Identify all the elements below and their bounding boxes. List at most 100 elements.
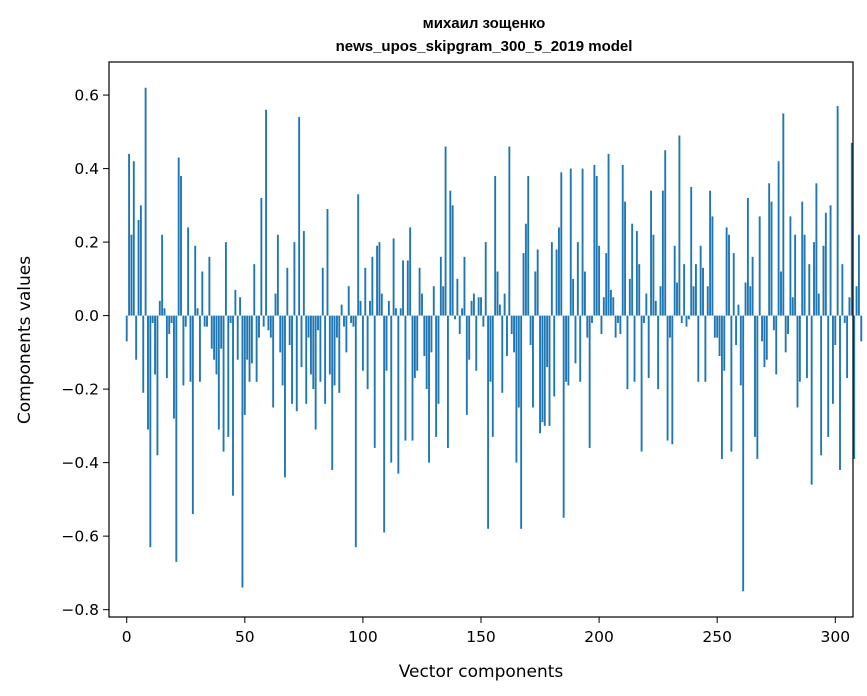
- bar-216: [635, 231, 638, 316]
- bar-273: [770, 201, 773, 316]
- y-tick-label-2: −0.4: [61, 454, 99, 472]
- bar-23: [180, 175, 182, 316]
- bar-265: [751, 256, 754, 316]
- bar-150: [480, 297, 482, 316]
- bar-80: [314, 315, 317, 430]
- bar-148: [475, 315, 478, 371]
- bar-0: [125, 315, 128, 342]
- bar-75: [302, 231, 305, 316]
- bar-172: [532, 315, 534, 408]
- bar-284: [796, 315, 799, 408]
- bar-61: [269, 315, 272, 338]
- bar-245: [704, 315, 707, 382]
- bar-269: [761, 315, 764, 342]
- bar-60: [267, 315, 270, 331]
- bar-181: [553, 315, 556, 397]
- bar-8: [144, 87, 147, 316]
- bar-147: [472, 293, 475, 316]
- bar-115: [397, 315, 400, 474]
- bar-251: [718, 315, 721, 357]
- x-tick-label-0: 0: [122, 628, 132, 646]
- bar-49: [241, 315, 244, 588]
- bar-263: [746, 197, 749, 316]
- y-tick-label-7: 0.6: [74, 87, 99, 105]
- bar-71: [293, 242, 296, 316]
- y-tick-label-1: −0.6: [61, 528, 99, 546]
- bar-35: [208, 256, 211, 316]
- bar-228: [664, 150, 667, 316]
- bar-302: [839, 315, 841, 470]
- bar-297: [827, 315, 830, 437]
- bar-274: [772, 315, 775, 331]
- bar-232: [673, 245, 676, 316]
- bar-237: [685, 315, 688, 327]
- bar-166: [517, 315, 520, 408]
- bar-2: [130, 234, 133, 316]
- bar-164: [513, 315, 516, 353]
- bar-304: [843, 315, 846, 323]
- bar-241: [694, 264, 697, 316]
- bar-206: [612, 297, 615, 316]
- chart-subtitle: news_upos_skipgram_300_5_2019 model: [336, 38, 633, 55]
- bar-200: [598, 245, 601, 316]
- bar-7: [142, 315, 145, 393]
- bar-190: [574, 315, 577, 364]
- bar-201: [600, 315, 603, 334]
- bar-62: [272, 315, 275, 408]
- bar-295: [822, 245, 825, 316]
- x-tick-label-250: 250: [702, 628, 732, 646]
- bar-252: [720, 315, 723, 459]
- bar-208: [617, 315, 619, 323]
- y-tick-label-0: −0.8: [61, 601, 99, 619]
- bar-277: [780, 271, 782, 316]
- bar-48: [239, 297, 242, 316]
- bar-287: [803, 234, 806, 316]
- bar-258: [735, 315, 738, 346]
- bar-299: [831, 315, 834, 404]
- bar-219: [643, 315, 645, 323]
- bar-300: [834, 315, 837, 346]
- bar-89: [335, 315, 338, 338]
- bar-175: [539, 315, 541, 434]
- bar-203: [605, 253, 608, 316]
- bar-101: [364, 267, 367, 316]
- bar-170: [527, 175, 530, 316]
- bar-31: [198, 315, 201, 382]
- bar-231: [671, 315, 674, 445]
- bar-235: [680, 315, 683, 323]
- bar-132: [437, 315, 440, 404]
- bar-124: [418, 267, 421, 316]
- bar-240: [692, 286, 695, 316]
- bar-45: [232, 315, 234, 496]
- bar-28: [191, 315, 194, 515]
- bar-118: [404, 315, 407, 441]
- bar-239: [690, 186, 693, 316]
- y-tick-label-4: 0.0: [74, 307, 99, 325]
- bar-88: [333, 315, 336, 386]
- bar-254: [725, 227, 728, 316]
- bar-194: [583, 271, 586, 316]
- bar-142: [461, 308, 464, 316]
- bar-210: [621, 164, 624, 316]
- bar-106: [376, 245, 379, 316]
- bar-215: [633, 315, 636, 382]
- bar-52: [248, 315, 251, 382]
- bar-177: [543, 315, 546, 426]
- bar-305: [846, 315, 849, 379]
- bar-153: [487, 315, 490, 529]
- bar-96: [352, 315, 355, 327]
- bar-275: [775, 315, 778, 375]
- bar-185: [562, 315, 565, 518]
- bar-59: [265, 109, 268, 316]
- bar-26: [187, 227, 190, 316]
- bar-22: [177, 157, 180, 316]
- bar-196: [588, 315, 591, 448]
- bar-46: [234, 289, 237, 316]
- bar-169: [524, 223, 527, 316]
- bar-120: [409, 227, 412, 316]
- bar-165: [515, 315, 518, 463]
- bar-24: [182, 315, 185, 386]
- bar-20: [173, 315, 175, 419]
- bar-179: [548, 315, 551, 426]
